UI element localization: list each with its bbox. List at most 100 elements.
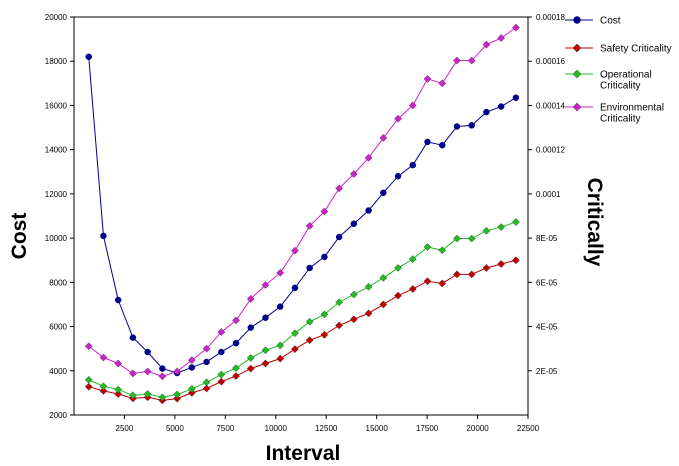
y-right-tick-label: 6E-05 <box>536 278 558 287</box>
data-point-safety-criticality <box>335 321 344 330</box>
y-left-tick-label: 8000 <box>49 278 67 287</box>
legend-label-line: Operational <box>600 70 652 81</box>
data-point-operational-criticality <box>114 385 123 394</box>
data-point-operational-criticality <box>394 264 402 272</box>
data-point-operational-criticality <box>305 317 314 326</box>
data-point-safety-criticality <box>261 359 270 368</box>
data-point-cost <box>424 138 431 146</box>
x-tick-label: 10000 <box>265 424 288 433</box>
data-point-cost <box>159 365 166 372</box>
data-point-cost <box>85 53 92 61</box>
x-tick-label: 20000 <box>466 424 489 433</box>
data-point-operational-criticality <box>512 218 520 226</box>
legend-item-environmental-criticality: Environmental Criticality <box>565 103 664 125</box>
data-point-environmental-criticality <box>232 316 240 325</box>
data-point-safety-criticality <box>305 336 314 345</box>
y-right-tick-label: 4E-05 <box>536 323 558 332</box>
data-point-operational-criticality <box>143 390 152 398</box>
data-point-environmental-criticality <box>99 353 108 362</box>
legend-label-line: Environmental <box>600 103 664 114</box>
y-left-axis-title: Cost <box>8 213 31 260</box>
data-point-environmental-criticality <box>453 56 461 65</box>
data-point-cost <box>365 207 372 214</box>
legend-label: Safety Criticality <box>600 44 672 55</box>
data-point-operational-criticality <box>320 310 329 319</box>
data-point-operational-criticality <box>202 378 211 387</box>
data-point-cost <box>232 339 240 347</box>
y-right-tick-label: 0.00016 <box>536 57 565 66</box>
data-point-cost <box>203 358 210 366</box>
data-point-cost <box>188 364 196 371</box>
data-point-operational-criticality <box>423 243 432 251</box>
data-point-operational-criticality <box>173 390 181 399</box>
data-point-operational-criticality <box>99 382 108 391</box>
legend-marker <box>573 16 581 24</box>
data-point-environmental-criticality <box>467 56 476 65</box>
data-point-operational-criticality <box>291 329 299 338</box>
x-axis-title: Interval <box>266 442 341 465</box>
y-left-tick-label: 2000 <box>49 411 67 420</box>
x-tick-label: 22500 <box>517 424 540 433</box>
data-point-operational-criticality <box>217 370 226 379</box>
data-point-safety-criticality <box>99 387 108 395</box>
legend-marker <box>572 43 582 53</box>
series-safety-criticality <box>84 256 520 405</box>
y-left-tick-label: 14000 <box>45 146 68 155</box>
data-point-safety-criticality <box>467 270 476 279</box>
data-point-cost <box>114 296 122 304</box>
data-point-environmental-criticality <box>84 342 93 351</box>
data-point-cost <box>483 108 490 116</box>
plot-frame <box>73 16 529 416</box>
data-point-operational-criticality <box>276 341 285 350</box>
data-point-safety-criticality <box>482 264 491 272</box>
series-layer <box>84 23 520 405</box>
data-point-environmental-criticality <box>335 184 344 193</box>
data-point-environmental-criticality <box>497 34 506 42</box>
data-point-environmental-criticality <box>246 295 255 303</box>
data-point-cost <box>394 172 402 180</box>
data-point-operational-criticality <box>453 234 461 243</box>
data-point-cost <box>129 334 137 341</box>
data-point-safety-criticality <box>379 300 388 309</box>
y-left-tick-label: 16000 <box>45 101 68 110</box>
data-point-operational-criticality <box>408 255 417 263</box>
y-left-tick-label: 18000 <box>45 57 68 66</box>
data-point-environmental-criticality <box>408 101 417 110</box>
data-point-cost <box>306 264 313 272</box>
data-point-operational-criticality <box>497 223 506 231</box>
data-point-safety-criticality <box>438 279 447 288</box>
legend-label: Operational Criticality <box>600 70 652 92</box>
data-point-environmental-criticality <box>305 222 314 230</box>
data-point-environmental-criticality <box>217 328 226 336</box>
x-tick-label: 12500 <box>315 424 338 433</box>
data-point-safety-criticality <box>320 330 329 339</box>
data-point-operational-criticality <box>232 364 240 373</box>
data-point-cost <box>218 348 225 356</box>
data-point-environmental-criticality <box>349 170 358 178</box>
x-tick-label: 7500 <box>216 424 234 433</box>
data-point-cost <box>100 232 107 240</box>
data-point-safety-criticality <box>349 315 358 324</box>
data-point-environmental-criticality <box>129 369 137 378</box>
y-right-tick-label: 2E-05 <box>536 367 558 376</box>
data-point-cost <box>438 141 446 149</box>
data-point-safety-criticality <box>408 285 417 293</box>
data-point-operational-criticality <box>364 282 373 291</box>
data-point-cost <box>350 220 358 227</box>
data-point-cost <box>409 161 417 169</box>
data-point-safety-criticality <box>276 354 285 363</box>
legend-marker <box>572 69 582 79</box>
data-point-environmental-criticality <box>291 246 299 255</box>
y-left-tick-label: 4000 <box>49 367 67 376</box>
data-point-environmental-criticality <box>202 344 211 353</box>
x-tick-label: 2500 <box>116 424 134 433</box>
data-point-cost <box>247 324 255 331</box>
data-point-safety-criticality <box>187 389 196 397</box>
data-point-safety-criticality <box>202 384 211 393</box>
y-right-tick-label: 0.00018 <box>536 13 565 22</box>
series-line-safety-criticality <box>88 259 517 401</box>
data-point-environmental-criticality <box>261 281 270 289</box>
data-point-environmental-criticality <box>187 356 196 365</box>
data-point-safety-criticality <box>512 256 520 265</box>
